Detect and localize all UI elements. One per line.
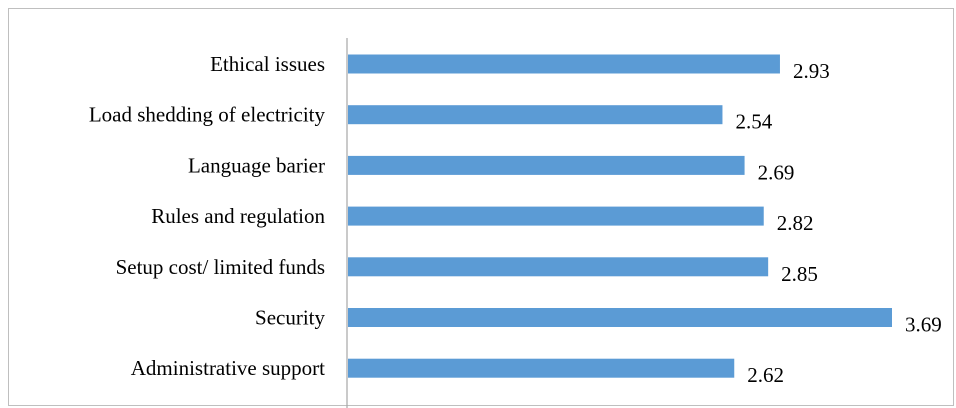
- bar-6: [348, 358, 735, 378]
- bar-3: [348, 206, 764, 226]
- value-label: 2.54: [735, 110, 772, 134]
- bar-5: [348, 308, 892, 327]
- value-labels-group: 2.93 2.54 2.69 2.82 2.85 3.69 2.62: [735, 59, 941, 387]
- category-label: Language barier: [188, 153, 325, 177]
- value-label: 3.69: [905, 313, 942, 337]
- bar-2: [348, 155, 745, 175]
- category-label: Security: [255, 306, 325, 330]
- category-label: Load shedding of electricity: [89, 103, 326, 127]
- bar-4: [348, 257, 769, 277]
- bar-0: [348, 54, 780, 74]
- category-labels-group: Ethical issues Load shedding of electrici…: [89, 52, 326, 380]
- value-label: 2.82: [777, 211, 814, 235]
- value-label: 2.62: [747, 363, 784, 387]
- bars-group: [348, 54, 892, 378]
- category-label: Administrative support: [131, 356, 325, 380]
- bar-1: [348, 105, 723, 125]
- category-label: Ethical issues: [210, 52, 325, 76]
- category-label: Setup cost/ limited funds: [116, 255, 325, 279]
- value-label: 2.69: [758, 160, 795, 184]
- value-label: 2.85: [781, 262, 818, 286]
- category-label: Rules and regulation: [151, 204, 325, 228]
- value-label: 2.93: [793, 59, 830, 83]
